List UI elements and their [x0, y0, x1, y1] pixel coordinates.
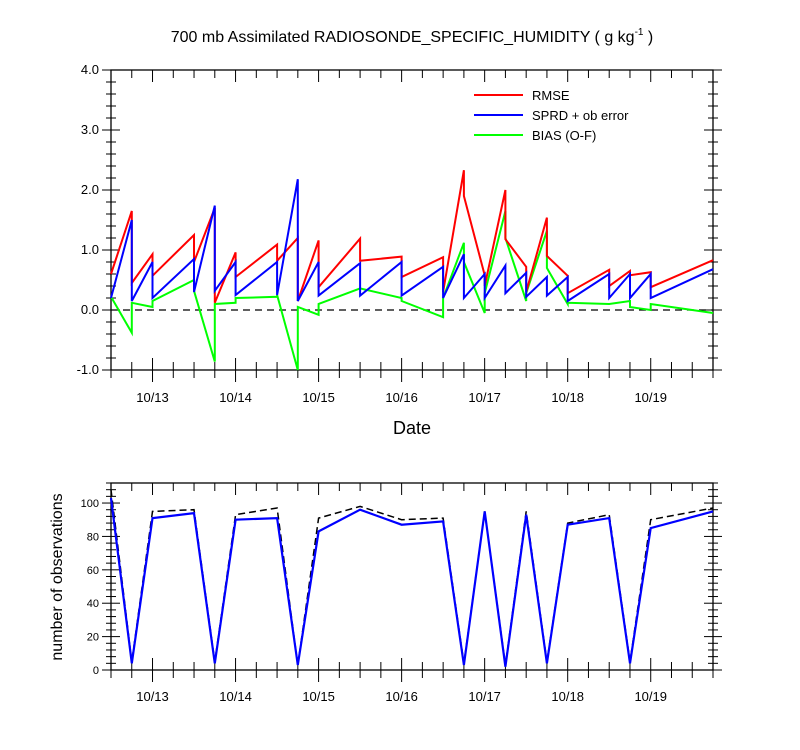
top-chart-title: 700 mb Assimilated RADIOSONDE_SPECIFIC_H…: [171, 27, 654, 46]
bottom-chart-x-tick-label: 10/14: [219, 689, 252, 704]
top-chart-y-tick-label: -1.0: [77, 362, 99, 377]
bottom-chart-y-tick-label: 40: [87, 598, 99, 610]
top-chart-sprd-line: [110, 179, 714, 303]
bottom-chart-y-tick-label: 60: [87, 565, 99, 577]
legend-bias-label: BIAS (O-F): [532, 128, 596, 143]
top-chart-x-tick-label: 10/16: [385, 390, 418, 405]
bottom-chart-series: [109, 489, 714, 667]
bottom-chart-axes: 0 20 40 60 80 100 10/13 10/14 10/15 10/16 10/17 10/…: [81, 482, 722, 704]
top-chart-x-tick-label: 10/13: [136, 390, 169, 405]
top-chart-x-tick-label: 10/18: [551, 390, 584, 405]
bottom-chart-plot-frame: [110, 482, 714, 671]
top-chart-title-end: ): [643, 29, 653, 46]
bottom-chart-x-tick-label: 10/15: [302, 689, 335, 704]
top-chart-y-tick-label: 0.0: [81, 302, 99, 317]
top-chart-x-tick-label: 10/15: [302, 390, 335, 405]
top-chart-legend: RMSE SPRD + ob error BIAS (O-F): [474, 88, 629, 143]
bottom-chart-x-tick-label: 10/17: [468, 689, 501, 704]
top-chart-x-tick-label: 10/14: [219, 390, 252, 405]
bottom-chart-x-tick-label: 10/13: [136, 689, 169, 704]
bottom-chart-possible-line: [110, 489, 714, 666]
top-chart-y-tick-label: 2.0: [81, 182, 99, 197]
top-chart-plot-frame: [110, 69, 714, 371]
top-chart-series: [110, 170, 714, 371]
top-chart-x-tick-label: 10/17: [468, 390, 501, 405]
bottom-chart-x-tick-label: 10/18: [551, 689, 584, 704]
top-chart-x-tick-label: 10/19: [634, 390, 667, 405]
bottom-chart-x-tick-label: 10/19: [634, 689, 667, 704]
top-chart-bias-line: [110, 210, 714, 371]
bottom-chart-used-line: [109, 497, 714, 667]
legend-sprd-label: SPRD + ob error: [532, 108, 629, 123]
legend-rmse-label: RMSE: [532, 88, 570, 103]
bottom-chart-x-tick-label: 10/16: [385, 689, 418, 704]
bottom-chart-y-tick-label: 20: [87, 632, 99, 644]
top-chart-title-sup: -1: [635, 27, 644, 38]
top-chart-y-tick-label: 1.0: [81, 242, 99, 257]
top-chart-y-tick-label: 3.0: [81, 122, 99, 137]
top-chart-title-main: 700 mb Assimilated RADIOSONDE_SPECIFIC_H…: [171, 29, 635, 46]
top-chart-x-label: Date: [393, 418, 431, 438]
top-chart-axes: -1.0 0.0 1.0 2.0 3.0 4.0 10/13 10/14 10/15 10/16 1…: [77, 62, 722, 405]
bottom-chart-y-tick-label: 80: [87, 531, 99, 543]
bottom-chart-y-label: number of observations: [49, 493, 66, 660]
top-chart-y-tick-label: 4.0: [81, 62, 99, 77]
bottom-chart-y-tick-label: 100: [81, 498, 99, 510]
bottom-chart-y-tick-label: 0: [93, 665, 99, 677]
